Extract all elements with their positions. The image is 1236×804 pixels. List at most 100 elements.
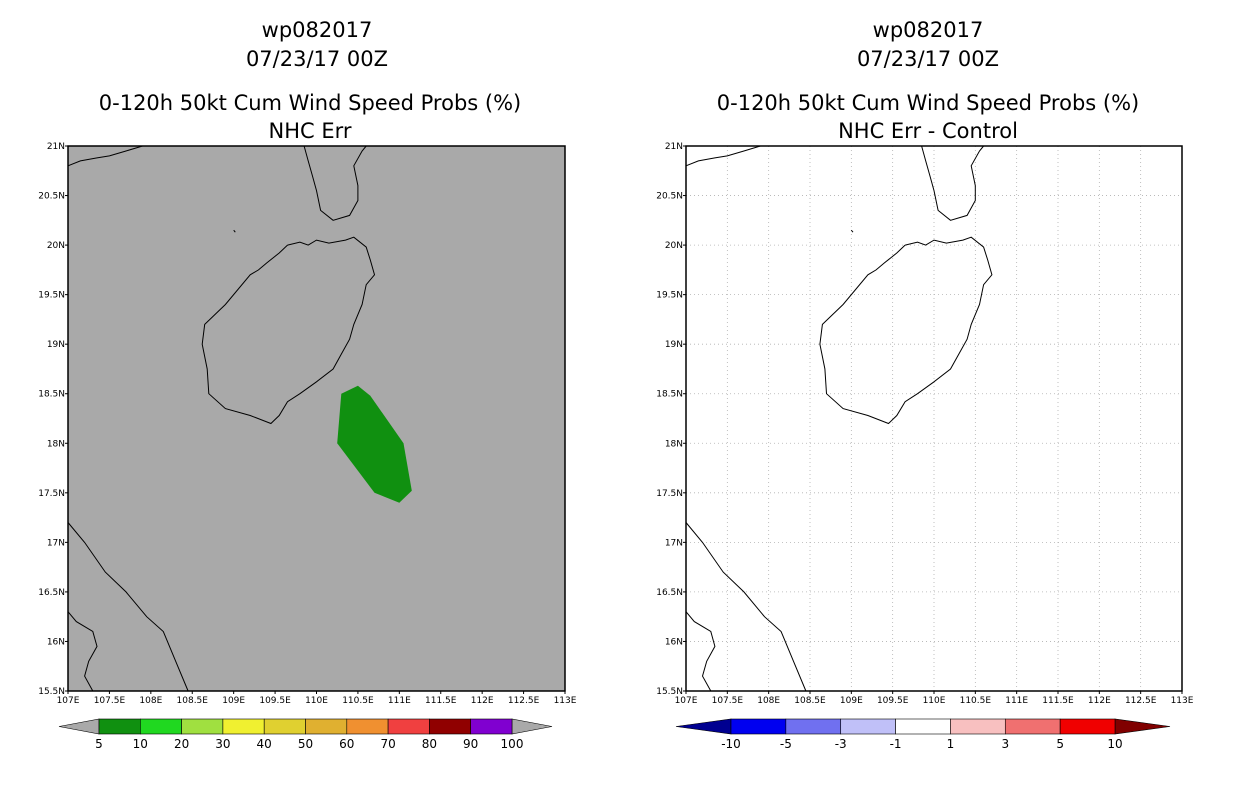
x-tick-label: 108.5E (794, 696, 826, 706)
coastline-hainan (819, 236, 993, 425)
right-colorbar-swatch (1059, 718, 1116, 735)
right-colorbar-swatch (895, 718, 951, 735)
coastline-gulfnorth (67, 145, 143, 167)
coastline-leizhou (303, 145, 367, 221)
left-colorbar-label: 100 (501, 737, 524, 751)
y-tick-label: 17.5N (656, 489, 683, 499)
y-tick-label: 17.5N (38, 489, 65, 499)
y-tick-label: 18N (665, 439, 683, 449)
x-tick-label: 112E (471, 696, 494, 706)
x-tick-label: 112E (1088, 696, 1111, 706)
x-tick-label: 111E (388, 696, 411, 706)
x-tick-label: 107.5E (712, 696, 744, 706)
left-colorbar-label: 30 (215, 737, 230, 751)
right-colorbar-label: 5 (1056, 737, 1064, 751)
left-colorbar: 5 10 20 30 40 50 60 70 80 90 100 (58, 718, 553, 751)
x-tick-label: 109.5E (259, 696, 291, 706)
left-colorbar-label: 40 (257, 737, 272, 751)
left-colorbar-label: 20 (174, 737, 189, 751)
right-title-storm-id: wp082017 (873, 18, 984, 42)
x-tick-label: 109E (222, 696, 245, 706)
y-tick-label: 19N (47, 340, 65, 350)
y-tick-label: 15.5N (656, 687, 683, 697)
y-tick-label: 18.5N (656, 390, 683, 400)
coastline-hainan (201, 236, 376, 425)
right-title-date: 07/23/17 00Z (857, 47, 999, 71)
coastline-islet (850, 229, 854, 233)
right-colorbar-swatch (1004, 718, 1061, 735)
left-coastlines (67, 145, 376, 692)
left-title-subtitle: NHC Err (268, 119, 351, 143)
left-map-panel: 107E 107.5E 108E 108.5E 109E 109.5E 110E 110.5E… (38, 142, 577, 706)
coastline-vietnam (685, 522, 807, 692)
right-colorbar-label: -5 (780, 737, 792, 751)
x-tick-label: 107E (57, 696, 80, 706)
left-colorbar-label: 80 (422, 737, 437, 751)
y-tick-label: 16.5N (38, 588, 65, 598)
left-colorbar-label: 70 (380, 737, 395, 751)
x-tick-label: 111.5E (425, 696, 457, 706)
y-tick-label: 19.5N (656, 291, 683, 301)
right-colorbar-label: -3 (835, 737, 847, 751)
right-colorbar-label: 10 (1107, 737, 1122, 751)
left-colorbar-high-arrow (511, 718, 553, 735)
x-tick-label: 110.5E (342, 696, 374, 706)
left-colorbar-swatch (263, 718, 306, 735)
y-tick-label: 19N (665, 340, 683, 350)
left-probability-region-0 (337, 385, 412, 503)
y-tick-label: 20.5N (656, 192, 683, 202)
coastline-vietnam2 (685, 611, 716, 692)
x-tick-label: 108E (139, 696, 162, 706)
left-colorbar-swatch (222, 718, 265, 735)
y-tick-label: 17N (665, 538, 683, 548)
left-colorbar-label: 60 (339, 737, 354, 751)
right-colorbar: -10 -5 -3 -1 1 3 5 10 (675, 718, 1171, 751)
right-colorbar-swatch (950, 718, 1006, 735)
y-tick-label: 21N (665, 142, 683, 152)
left-colorbar-swatch (305, 718, 348, 735)
left-colorbar-swatch (346, 718, 389, 735)
left-colorbar-swatch (140, 718, 182, 735)
left-colorbar-label: 10 (133, 737, 148, 751)
right-colorbar-label: -1 (890, 737, 902, 751)
x-tick-label: 108.5E (177, 696, 209, 706)
y-tick-label: 20.5N (38, 192, 65, 202)
x-tick-label: 110E (923, 696, 946, 706)
left-title-date: 07/23/17 00Z (246, 47, 388, 71)
left-colorbar-low-arrow (58, 718, 100, 735)
y-tick-label: 20N (47, 241, 65, 251)
x-tick-label: 113E (554, 696, 577, 706)
left-colorbar-label: 50 (298, 737, 313, 751)
right-colorbar-low-arrow (675, 718, 732, 735)
y-tick-label: 21N (47, 142, 65, 152)
right-title-subtitle: NHC Err - Control (838, 119, 1018, 143)
y-tick-label: 16.5N (656, 588, 683, 598)
y-tick-label: 18.5N (38, 390, 65, 400)
x-tick-label: 109.5E (877, 696, 909, 706)
left-colorbar-label: 90 (463, 737, 478, 751)
x-tick-label: 111E (1005, 696, 1028, 706)
right-colorbar-high-arrow (1114, 718, 1171, 735)
right-colorbar-label: 1 (947, 737, 955, 751)
left-title-storm-id: wp082017 (262, 18, 373, 42)
coastline-leizhou (921, 145, 984, 221)
right-title-product: 0-120h 50kt Cum Wind Speed Probs (%) (717, 91, 1139, 115)
x-tick-label: 113E (1171, 696, 1194, 706)
x-tick-label: 108E (757, 696, 780, 706)
y-tick-label: 16N (47, 637, 65, 647)
x-tick-label: 111.5E (1042, 696, 1074, 706)
right-coastlines (685, 145, 993, 692)
left-map-background (68, 146, 565, 691)
left-colorbar-swatch (98, 718, 141, 735)
x-tick-label: 112.5E (1125, 696, 1157, 706)
coastline-gulfnorth (685, 145, 761, 167)
y-tick-label: 17N (47, 538, 65, 548)
coastline-vietnam (67, 522, 189, 692)
coastline-vietnam2 (67, 611, 98, 692)
left-colorbar-swatch (429, 718, 471, 735)
right-colorbar-swatch (785, 718, 842, 735)
x-tick-label: 107E (675, 696, 698, 706)
y-tick-label: 20N (665, 241, 683, 251)
y-tick-label: 19.5N (38, 291, 65, 301)
